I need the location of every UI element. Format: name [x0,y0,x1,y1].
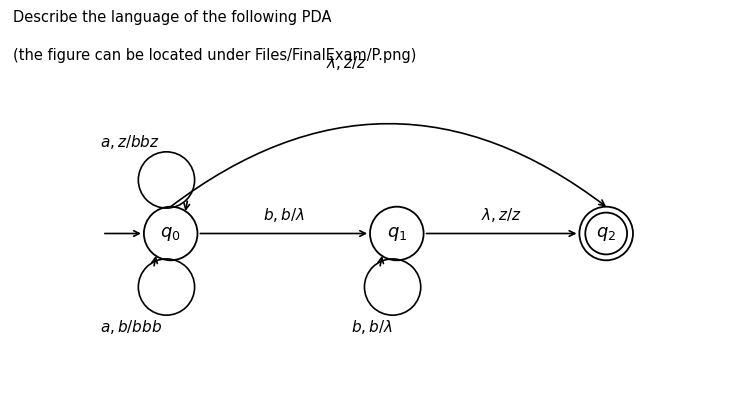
Text: $\lambda, z/z$: $\lambda, z/z$ [481,206,522,224]
Text: $b, b/\lambda$: $b, b/\lambda$ [263,206,304,224]
Text: $q_0$: $q_0$ [160,225,181,243]
Text: $q_2$: $q_2$ [596,225,616,243]
Text: $a, z/bbz$: $a, z/bbz$ [99,133,159,151]
Text: Describe the language of the following PDA: Describe the language of the following P… [13,10,331,25]
Text: (the figure can be located under Files/FinalExam/P.png): (the figure can be located under Files/F… [13,48,417,63]
Text: $q_1$: $q_1$ [387,225,407,243]
Text: $b, b/\lambda$: $b, b/\lambda$ [351,317,392,335]
Text: $a, b/bbb$: $a, b/bbb$ [99,317,162,335]
Text: $\lambda, z/z$: $\lambda, z/z$ [326,54,367,72]
